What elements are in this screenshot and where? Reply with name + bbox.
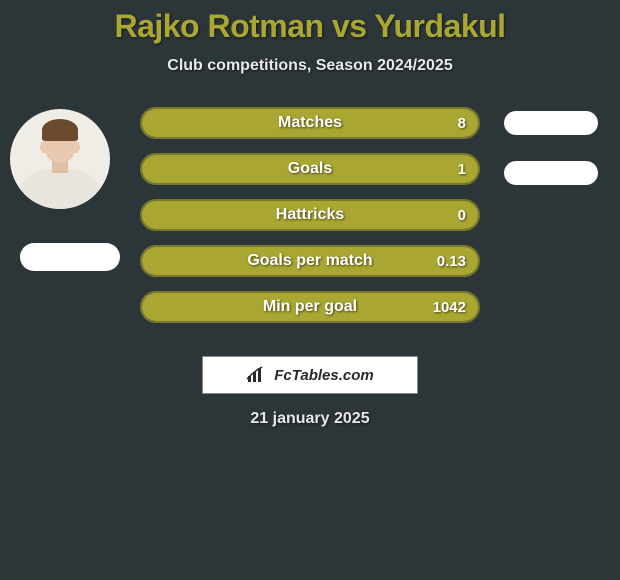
attribution-badge: FcTables.com bbox=[202, 356, 418, 394]
page-title: Rajko Rotman vs Yurdakul bbox=[0, 8, 620, 45]
stat-value: 8 bbox=[458, 115, 466, 132]
stat-value: 1042 bbox=[433, 299, 466, 316]
stat-label: Goals per match bbox=[247, 252, 372, 270]
comparison-card: Rajko Rotman vs Yurdakul Club competitio… bbox=[0, 0, 620, 75]
stat-label: Matches bbox=[278, 114, 342, 132]
stat-label: Min per goal bbox=[263, 298, 357, 316]
stat-row-matches: Matches 8 bbox=[140, 107, 480, 139]
stat-value: 1 bbox=[458, 161, 466, 178]
avatar-hair bbox=[42, 119, 78, 141]
stats-bars: Matches 8 Goals 1 Hattricks 0 Goals per … bbox=[140, 107, 480, 337]
player-name-pill-right-1 bbox=[504, 111, 598, 135]
stat-label: Goals bbox=[288, 160, 332, 178]
player-avatar-left bbox=[10, 109, 110, 209]
date-text: 21 january 2025 bbox=[250, 410, 369, 428]
avatar-body bbox=[20, 169, 100, 209]
subtitle: Club competitions, Season 2024/2025 bbox=[0, 57, 620, 75]
stat-row-goals-per-match: Goals per match 0.13 bbox=[140, 245, 480, 277]
stat-row-min-per-goal: Min per goal 1042 bbox=[140, 291, 480, 323]
player-name-pill-left bbox=[20, 243, 120, 271]
player-name-pill-right-2 bbox=[504, 161, 598, 185]
stat-row-hattricks: Hattricks 0 bbox=[140, 199, 480, 231]
chart-icon bbox=[246, 366, 268, 384]
stat-value: 0.13 bbox=[437, 253, 466, 270]
stat-label: Hattricks bbox=[276, 206, 344, 224]
attribution-text: FcTables.com bbox=[274, 367, 373, 384]
stat-row-goals: Goals 1 bbox=[140, 153, 480, 185]
stat-value: 0 bbox=[458, 207, 466, 224]
